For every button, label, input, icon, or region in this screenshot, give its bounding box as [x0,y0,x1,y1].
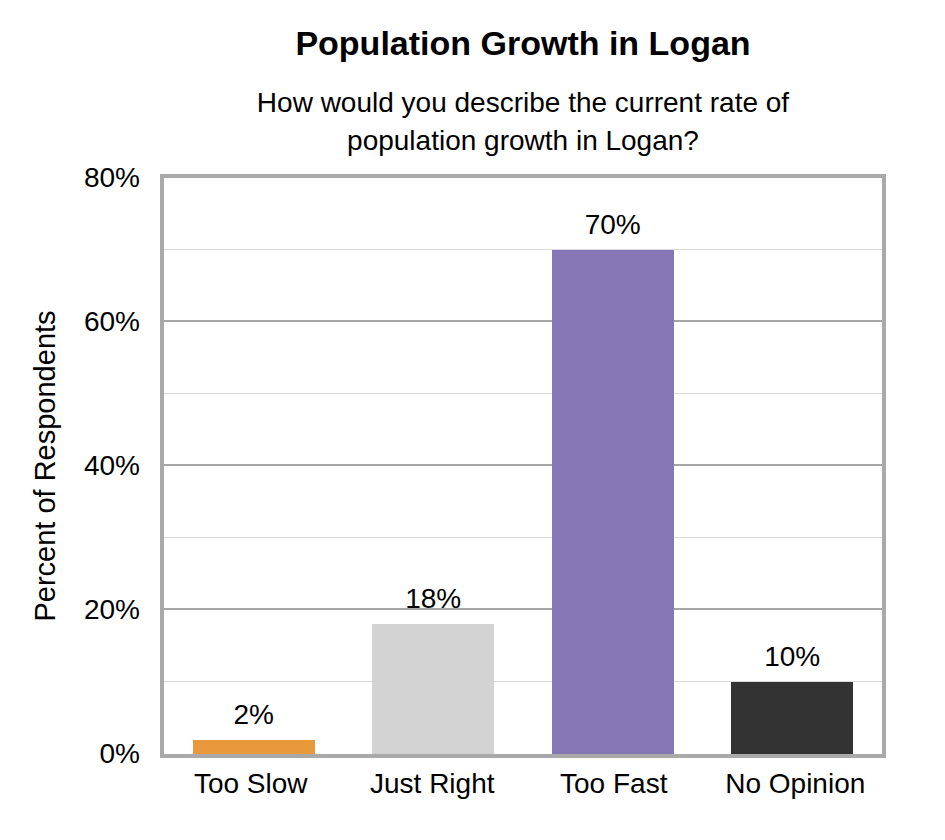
y-axis-tick-labels: 0%20%40%60%80% [0,178,140,754]
bar-value-label-just-right: 18% [344,582,524,616]
bar-slot-too-fast: 70% [523,178,703,754]
chart-canvas: Population Growth in Logan How would you… [0,0,945,840]
x-axis-category-labels: Too SlowJust RightToo FastNo Opinion [160,766,886,806]
y-tick-label-40: 40% [0,447,140,485]
bar-value-label-no-opinion: 10% [703,640,883,674]
x-category-label-too-slow: Too Slow [160,766,342,806]
x-category-label-no-opinion: No Opinion [705,766,887,806]
bar-slot-just-right: 18% [344,178,524,754]
bar-value-label-too-slow: 2% [164,698,344,732]
bar-too-slow [193,740,315,754]
bar-no-opinion [731,682,853,754]
bar-just-right [372,624,494,754]
bar-too-fast [552,250,674,754]
y-tick-label-0: 0% [0,735,140,773]
chart-subtitle: How would you describe the current rate … [160,84,886,160]
bar-slot-too-slow: 2% [164,178,344,754]
chart-subtitle-line-1: How would you describe the current rate … [160,84,886,122]
y-tick-label-60: 60% [0,303,140,341]
chart-title: Population Growth in Logan [160,24,886,63]
x-category-label-too-fast: Too Fast [523,766,705,806]
y-tick-label-80: 80% [0,159,140,197]
bar-slot-no-opinion: 10% [703,178,883,754]
bar-value-label-too-fast: 70% [523,208,703,242]
x-category-label-just-right: Just Right [342,766,524,806]
chart-subtitle-line-2: population growth in Logan? [160,122,886,160]
plot-area: 2% 18% 70% 10% [160,174,886,758]
y-tick-label-20: 20% [0,591,140,629]
